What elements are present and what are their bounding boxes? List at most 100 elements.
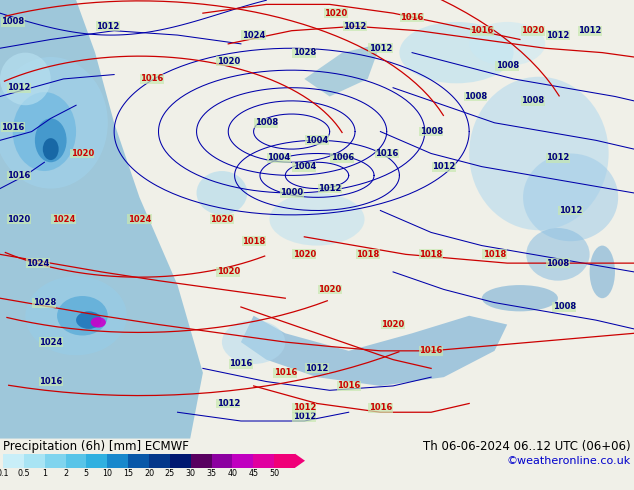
Bar [254,454,274,468]
Text: 50: 50 [269,469,279,478]
Circle shape [91,317,106,328]
Ellipse shape [399,22,514,83]
Ellipse shape [25,276,127,355]
Text: 1020: 1020 [71,149,94,158]
Ellipse shape [469,22,545,66]
Text: 1018: 1018 [483,250,506,259]
Text: Precipitation (6h) [mm] ECMWF: Precipitation (6h) [mm] ECMWF [3,440,189,453]
Ellipse shape [222,320,285,364]
Text: 1004: 1004 [268,153,290,162]
Bar [128,454,149,468]
Text: 30: 30 [186,469,196,478]
Text: 35: 35 [207,469,217,478]
Bar [107,454,128,468]
Bar [274,454,295,468]
Ellipse shape [469,77,609,230]
Ellipse shape [35,119,67,162]
Text: 1020: 1020 [217,268,240,276]
Text: 1008: 1008 [553,302,576,312]
Text: 1024: 1024 [27,259,49,268]
Bar [212,454,233,468]
Text: 1012: 1012 [318,184,341,193]
Text: 1020: 1020 [521,26,544,35]
Ellipse shape [43,138,58,160]
Text: 1024: 1024 [39,338,62,346]
Text: 1020: 1020 [318,285,341,294]
Text: 1012: 1012 [369,44,392,53]
Text: 1008: 1008 [521,97,544,105]
Text: 1008: 1008 [255,118,278,127]
Text: 15: 15 [123,469,133,478]
Text: 1016: 1016 [420,346,443,355]
Text: 1018: 1018 [242,237,265,245]
Text: 1012: 1012 [217,399,240,408]
Text: 1008: 1008 [496,61,519,70]
Text: 5: 5 [84,469,89,478]
Text: 45: 45 [249,469,258,478]
Text: 1008: 1008 [464,92,487,101]
Bar [65,454,86,468]
Text: 25: 25 [165,469,175,478]
Text: 0.1: 0.1 [0,469,10,478]
Text: 1024: 1024 [52,215,75,224]
Text: 1028: 1028 [293,48,316,57]
Text: 1012: 1012 [432,162,455,171]
Text: 1012: 1012 [559,206,582,215]
Polygon shape [295,454,305,468]
Polygon shape [241,316,507,386]
Ellipse shape [0,57,108,189]
Bar [86,454,107,468]
Ellipse shape [269,193,365,245]
Text: 1018: 1018 [420,250,443,259]
Text: 1016: 1016 [470,26,493,35]
Text: 1016: 1016 [1,122,24,132]
Text: 1016: 1016 [39,377,62,386]
Text: 1016: 1016 [141,74,164,83]
Text: 1024: 1024 [128,215,151,224]
Text: 10: 10 [102,469,112,478]
Text: 1020: 1020 [8,215,30,224]
Text: 20: 20 [144,469,154,478]
Text: 1004: 1004 [293,162,316,171]
Ellipse shape [526,228,590,281]
Ellipse shape [523,153,618,241]
Ellipse shape [197,171,247,215]
Text: 1020: 1020 [325,9,347,18]
Ellipse shape [76,311,101,329]
Text: 1004: 1004 [306,136,328,145]
Text: 1006: 1006 [331,153,354,162]
Text: 1016: 1016 [401,13,424,22]
Ellipse shape [57,296,108,336]
Text: 1012: 1012 [578,26,601,35]
Text: 1016: 1016 [230,360,252,368]
Text: 1020: 1020 [293,250,316,259]
Text: 1020: 1020 [210,215,233,224]
Text: 1018: 1018 [356,250,379,259]
Text: 40: 40 [228,469,237,478]
Text: 0.5: 0.5 [18,469,30,478]
Ellipse shape [482,285,558,311]
Text: 1016: 1016 [369,403,392,413]
Text: ©weatheronline.co.uk: ©weatheronline.co.uk [507,456,631,466]
Text: 1: 1 [42,469,47,478]
Bar [45,454,65,468]
Text: 1012: 1012 [293,403,316,413]
Text: 1012: 1012 [293,412,316,421]
Text: 1000: 1000 [280,189,303,197]
Polygon shape [0,0,203,439]
Text: Th 06-06-2024 06..12 UTC (06+06): Th 06-06-2024 06..12 UTC (06+06) [424,440,631,453]
Bar [170,454,191,468]
Text: 1016: 1016 [274,368,297,377]
Text: 1016: 1016 [375,149,398,158]
Text: 1028: 1028 [33,298,56,307]
Bar [24,454,45,468]
Text: 1012: 1012 [547,30,569,40]
Bar [3,454,24,468]
Text: 1012: 1012 [96,22,119,31]
Text: 1020: 1020 [217,57,240,66]
Text: 1008: 1008 [1,18,24,26]
Text: 1012: 1012 [306,364,328,373]
Text: 1012: 1012 [547,153,569,162]
Text: 1012: 1012 [344,22,366,31]
Ellipse shape [590,245,615,298]
